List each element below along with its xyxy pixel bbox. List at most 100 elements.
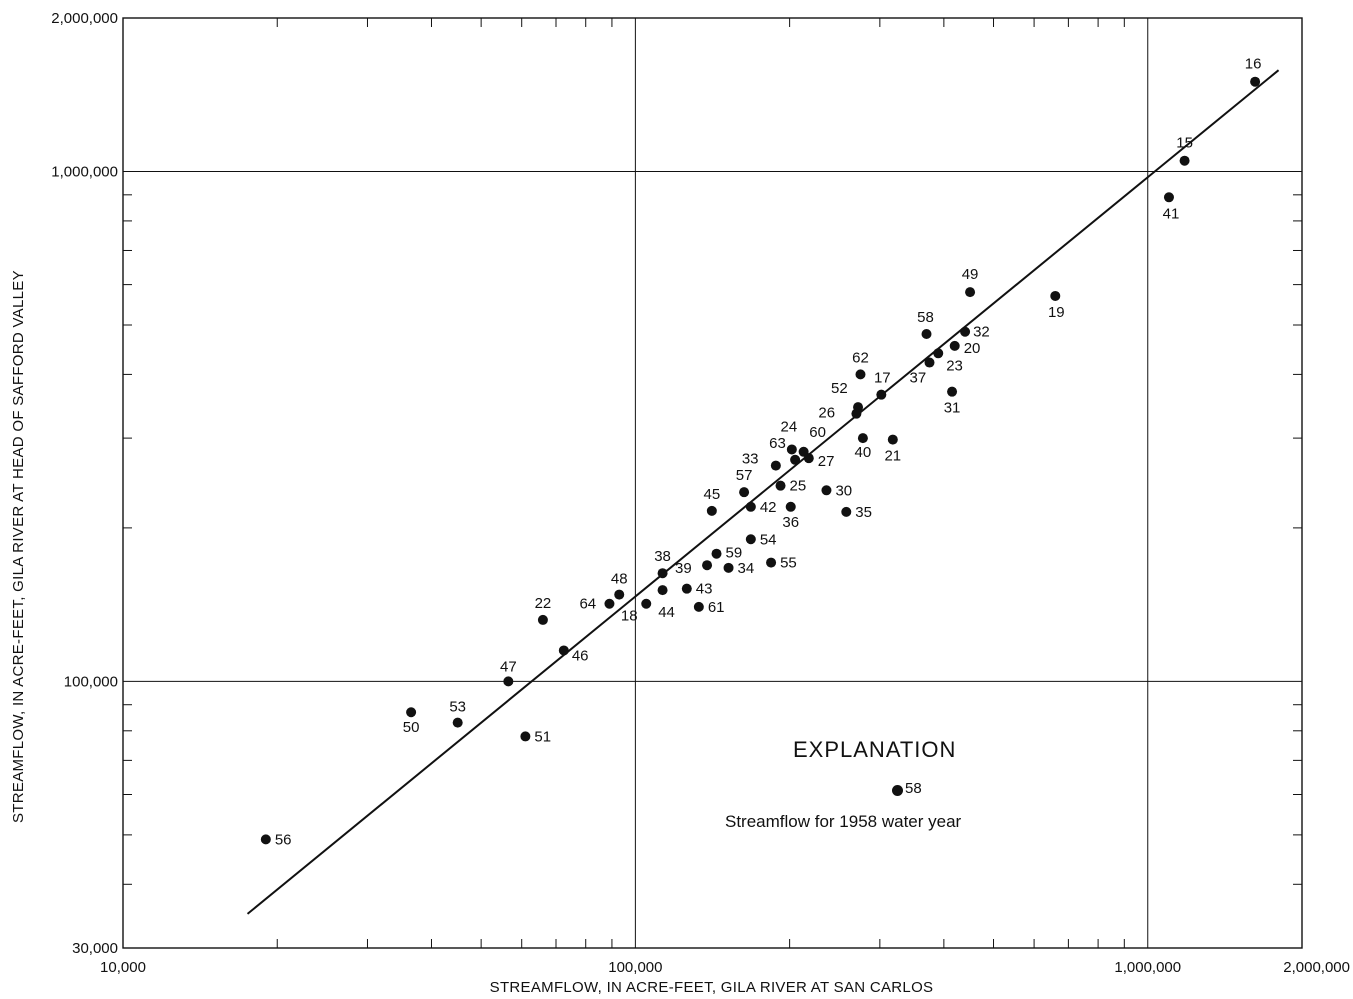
y-tick-label: 2,000,000 xyxy=(51,10,118,27)
ticks-layer: 10,000 100,000 1,000,000 2,000,000 30,000 100… xyxy=(51,10,1350,976)
data-point-48 xyxy=(614,589,625,600)
data-point-35 xyxy=(841,506,852,517)
data-point-55 xyxy=(766,557,777,568)
data-point-42 xyxy=(745,501,756,512)
point-label-64: 64 xyxy=(579,596,596,613)
x-tick-label: 2,000,000 xyxy=(1283,959,1350,976)
point-label-57: 57 xyxy=(736,467,753,484)
grid-layer xyxy=(122,17,1303,949)
point-label-38: 38 xyxy=(654,548,671,565)
y-tick-label: 30,000 xyxy=(72,940,118,957)
point-label-43: 43 xyxy=(696,581,713,598)
data-point-62 xyxy=(855,369,866,380)
data-point-40 xyxy=(857,433,868,444)
point-label-60: 60 xyxy=(809,424,826,441)
data-point-17 xyxy=(876,389,887,400)
data-point-56 xyxy=(260,834,271,845)
data-point-20 xyxy=(949,340,960,351)
data-point-34 xyxy=(723,562,734,573)
point-label-56: 56 xyxy=(275,831,292,848)
data-point-25 xyxy=(775,480,786,491)
data-point-32 xyxy=(960,326,971,337)
point-label-55: 55 xyxy=(780,555,797,572)
point-label-19: 19 xyxy=(1048,304,1065,321)
data-point-54 xyxy=(745,534,756,545)
trend-line-layer xyxy=(246,69,1280,915)
data-point-50 xyxy=(406,707,417,718)
data-point-16 xyxy=(1250,76,1261,87)
data-point-57 xyxy=(739,487,750,498)
point-label-61: 61 xyxy=(708,599,725,616)
data-point-33 xyxy=(770,460,781,471)
x-tick-label: 10,000 xyxy=(100,959,146,976)
data-point-21 xyxy=(887,434,898,445)
data-point-41 xyxy=(1163,192,1174,203)
point-label-17: 17 xyxy=(874,370,891,387)
data-point-46 xyxy=(558,645,569,656)
point-label-49: 49 xyxy=(962,266,979,283)
point-label-39: 39 xyxy=(675,560,692,577)
y-axis-title: STREAMFLOW, IN ACRE-FEET, GILA RIVER AT … xyxy=(10,270,27,823)
data-point-27 xyxy=(803,453,814,464)
point-label-30: 30 xyxy=(835,482,852,499)
point-label-24: 24 xyxy=(780,418,797,435)
data-point-63 xyxy=(790,454,801,465)
point-label-26: 26 xyxy=(818,405,835,422)
point-label-37: 37 xyxy=(910,370,927,387)
data-point-53 xyxy=(452,717,463,728)
point-label-20: 20 xyxy=(964,340,981,357)
legend-marker-label: 58 xyxy=(905,780,922,797)
data-point-18 xyxy=(641,598,652,609)
data-point-64 xyxy=(604,598,615,609)
x-axis-title: STREAMFLOW, IN ACRE-FEET, GILA RIVER AT … xyxy=(489,979,934,996)
point-label-36: 36 xyxy=(782,514,799,531)
data-point-58 xyxy=(921,329,932,340)
point-label-42: 42 xyxy=(760,499,777,516)
data-point-51 xyxy=(520,731,531,742)
point-label-27: 27 xyxy=(818,453,835,470)
legend-marker xyxy=(892,785,903,796)
data-point-59 xyxy=(711,548,722,559)
x-tick-label: 100,000 xyxy=(608,959,662,976)
point-label-62: 62 xyxy=(852,349,869,366)
point-label-31: 31 xyxy=(944,400,961,417)
data-point-38 xyxy=(657,568,668,579)
point-label-46: 46 xyxy=(572,647,589,664)
data-point-61 xyxy=(693,601,704,612)
data-point-36 xyxy=(785,501,796,512)
point-label-52: 52 xyxy=(831,380,848,397)
point-label-22: 22 xyxy=(535,595,552,612)
point-label-41: 41 xyxy=(1163,205,1180,222)
data-point-43 xyxy=(681,583,692,594)
data-point-44 xyxy=(657,585,668,596)
data-point-15 xyxy=(1179,155,1190,166)
y-tick-label: 100,000 xyxy=(64,673,118,690)
data-point-37 xyxy=(924,357,935,368)
point-label-16: 16 xyxy=(1245,56,1262,73)
data-point-49 xyxy=(965,287,976,298)
point-label-47: 47 xyxy=(500,658,517,675)
point-label-21: 21 xyxy=(884,448,901,465)
data-point-30 xyxy=(821,485,832,496)
y-tick-label: 1,000,000 xyxy=(51,163,118,180)
point-label-59: 59 xyxy=(726,545,743,562)
point-label-54: 54 xyxy=(760,531,777,548)
point-label-40: 40 xyxy=(855,444,872,461)
point-label-34: 34 xyxy=(738,560,755,577)
x-tick-label: 1,000,000 xyxy=(1114,959,1181,976)
point-label-18: 18 xyxy=(621,608,638,625)
point-label-51: 51 xyxy=(534,728,551,745)
data-point-39 xyxy=(702,560,713,571)
data-point-23 xyxy=(933,348,944,359)
point-label-35: 35 xyxy=(855,504,872,521)
data-point-24 xyxy=(786,444,797,455)
point-label-53: 53 xyxy=(449,699,466,716)
data-point-31 xyxy=(947,386,958,397)
data-point-45 xyxy=(706,505,717,516)
data-point-22 xyxy=(537,614,548,625)
point-label-50: 50 xyxy=(403,719,420,736)
data-point-19 xyxy=(1050,290,1061,301)
legend-caption: Streamflow for 1958 water year xyxy=(725,812,962,831)
